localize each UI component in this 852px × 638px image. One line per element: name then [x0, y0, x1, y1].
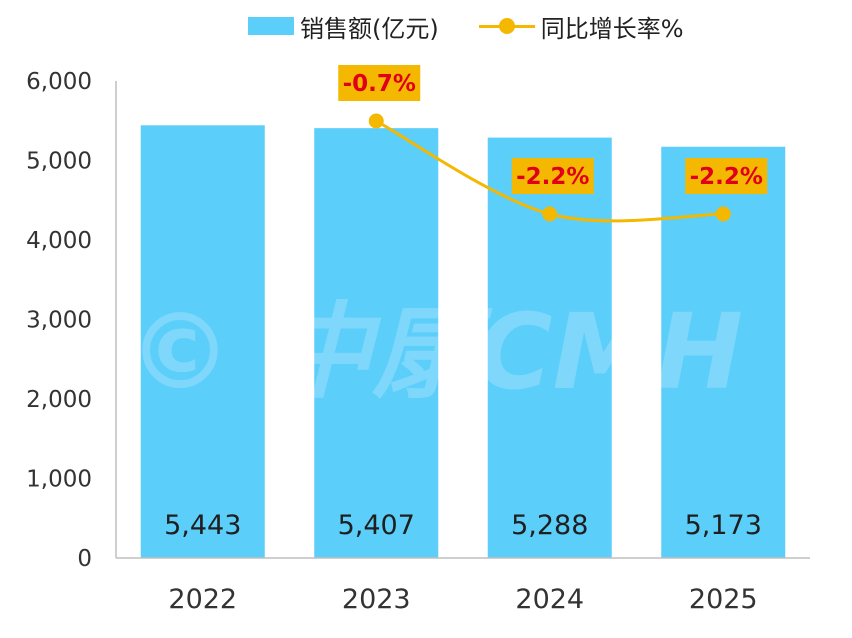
y-tick-label: 5,000 — [26, 149, 92, 175]
growth-label-box — [685, 158, 768, 194]
bar-value-label: 5,173 — [685, 510, 762, 541]
bar — [314, 128, 439, 558]
legend-item-growth: 同比增长率% — [439, 9, 684, 44]
legend-bar-swatch — [248, 17, 294, 35]
growth-point — [542, 206, 558, 222]
legend-item-sales: 销售额(亿元) — [248, 9, 439, 44]
legend-label-sales: 销售额(亿元) — [300, 14, 439, 43]
growth-value-label: -2.2% — [690, 164, 763, 190]
legend: 销售额(亿元) 同比增长率% — [248, 8, 684, 44]
bar-value-label: 5,407 — [338, 510, 415, 541]
y-tick-label: 1,000 — [26, 467, 92, 493]
y-tick-label: 2,000 — [26, 387, 92, 413]
growth-point — [368, 113, 384, 129]
x-tick-label: 2022 — [168, 584, 237, 615]
legend-line-swatch — [478, 17, 535, 35]
legend-label-growth: 同比增长率% — [540, 14, 684, 43]
watermark-overlay: © 中康CMH — [128, 291, 743, 413]
growth-label-box — [338, 65, 421, 101]
x-tick-label: 2025 — [689, 584, 758, 615]
growth-label-box — [511, 158, 594, 194]
y-tick-label: 0 — [77, 546, 92, 572]
growth-point — [715, 206, 731, 222]
bar-value-label: 5,443 — [164, 510, 241, 541]
x-tick-label: 2024 — [515, 584, 584, 615]
growth-value-label: -0.7% — [343, 71, 416, 97]
bar — [140, 125, 265, 559]
y-tick-label: 3,000 — [26, 308, 92, 334]
x-tick-label: 2023 — [342, 584, 411, 615]
bar-value-label: 5,288 — [511, 510, 588, 541]
y-tick-label: 6,000 — [26, 69, 92, 95]
growth-value-label: -2.2% — [516, 164, 589, 190]
y-tick-label: 4,000 — [26, 228, 92, 254]
